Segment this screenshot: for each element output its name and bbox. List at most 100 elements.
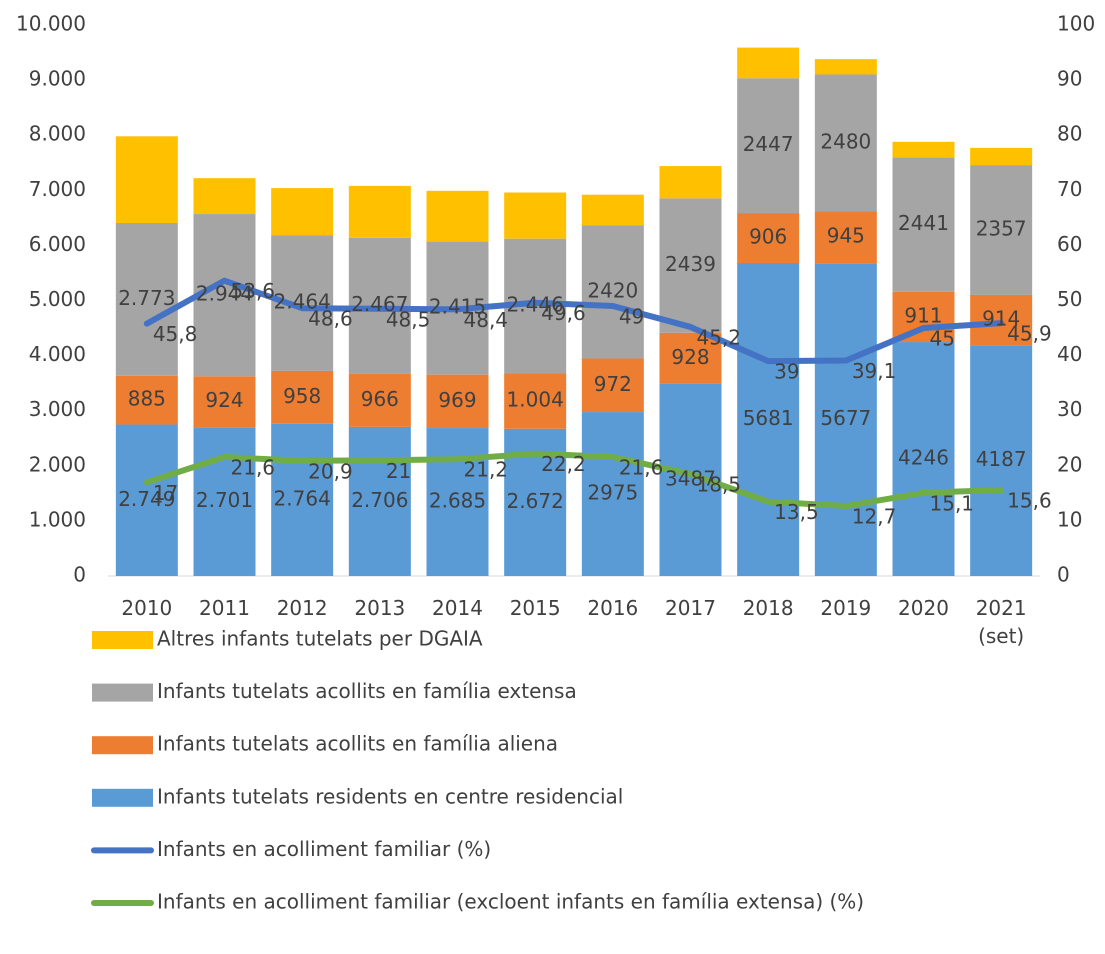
y-tick-label: 4.000 xyxy=(29,342,86,366)
x-tick-label: 2019 xyxy=(820,596,872,620)
bar-segment xyxy=(814,211,877,264)
bar-segment xyxy=(426,374,489,429)
bar-segment xyxy=(814,263,877,576)
bar-segment xyxy=(348,185,411,238)
bar-value-label: 2.685 xyxy=(429,489,486,513)
line-value-label: 17 xyxy=(153,481,178,505)
bar-value-label: 2.773 xyxy=(118,286,175,310)
bar-value-label: 2420 xyxy=(587,278,638,302)
x-tick-label: 2016 xyxy=(587,596,639,620)
y-tick-label: 8.000 xyxy=(29,122,86,146)
bar-value-label: 928 xyxy=(671,345,709,369)
bar-segment xyxy=(348,373,411,427)
legend-label: Infants tutelats residents en centre res… xyxy=(157,784,623,808)
bar-value-label: 4187 xyxy=(976,447,1027,471)
bar-segment xyxy=(737,47,800,79)
x-tick-label: 2012 xyxy=(276,596,328,620)
bar-segment xyxy=(115,222,178,376)
legend-swatch xyxy=(92,788,153,807)
bar-segment xyxy=(814,74,877,212)
y2-tick-label: 50 xyxy=(1057,287,1082,311)
bar-segment xyxy=(193,376,256,428)
y-tick-label: 7.000 xyxy=(29,177,86,201)
x-tick-label: 2010 xyxy=(121,596,173,620)
bar-segment xyxy=(659,166,722,199)
bar-value-label: 885 xyxy=(128,387,166,411)
bar-value-label: 2357 xyxy=(976,216,1027,240)
x-tick-label: 2011 xyxy=(199,596,250,620)
bar-value-label: 1.004 xyxy=(507,388,564,412)
legend-label: Infants en acolliment familiar (excloent… xyxy=(157,890,864,914)
bar-segment xyxy=(426,428,489,576)
bar-segment xyxy=(193,427,256,576)
y-tick-label: 2.000 xyxy=(29,452,86,476)
line-value-label: 48,6 xyxy=(308,307,353,331)
x-tick-label: 2014 xyxy=(432,596,483,620)
x-tick-label: 2021 (set) xyxy=(975,596,1027,648)
line-value-label: 18,5 xyxy=(697,473,742,497)
bar-value-label: 2.706 xyxy=(351,488,408,512)
line-value-label: 21,2 xyxy=(464,458,509,482)
bar-segment xyxy=(737,262,800,576)
bar-segment xyxy=(892,141,955,158)
legend-swatch xyxy=(92,683,153,702)
bar-value-label: 5677 xyxy=(820,406,871,430)
y-tick-label: 6.000 xyxy=(29,232,86,256)
legend-label: Infants en acolliment familiar (%) xyxy=(157,837,491,861)
y2-tick-label: 30 xyxy=(1057,397,1082,421)
line-value-label: 15,1 xyxy=(930,491,975,515)
bar-segment xyxy=(115,424,178,576)
y2-tick-label: 90 xyxy=(1057,67,1082,91)
line-value-label: 21,6 xyxy=(619,455,664,479)
bar-segment xyxy=(970,345,1033,576)
bar-value-label: 2.764 xyxy=(274,486,331,510)
bar-segment xyxy=(581,194,644,226)
line-value-label: 53,6 xyxy=(231,279,276,303)
line-value-label: 12,7 xyxy=(852,505,897,529)
x-tick-label: 2015 xyxy=(509,596,561,620)
bar-value-label: 2.672 xyxy=(507,489,564,513)
bar-value-label: 2.464 xyxy=(274,290,331,314)
y2-tick-label: 10 xyxy=(1057,507,1082,531)
y2-tick-label: 60 xyxy=(1057,232,1082,256)
line-value-label: 15,6 xyxy=(1007,489,1052,513)
bar-segment xyxy=(581,412,644,576)
bar-value-label: 966 xyxy=(361,387,399,411)
bar-value-label: 4246 xyxy=(898,446,949,470)
y2-tick-label: 0 xyxy=(1057,563,1070,587)
line-value-label: 48,5 xyxy=(386,307,431,331)
bar-value-label: 2.415 xyxy=(429,295,486,319)
bar-segment xyxy=(659,198,722,333)
bar-value-label: 2447 xyxy=(743,132,794,156)
bar-segment xyxy=(737,78,800,214)
line-value-label: 39,1 xyxy=(852,359,897,383)
line-value-label: 48,4 xyxy=(464,308,509,332)
bar-value-label: 2975 xyxy=(587,481,638,505)
bar-segment xyxy=(426,190,489,242)
y2-tick-label: 100 xyxy=(1057,12,1095,36)
bar-value-label: 945 xyxy=(827,224,865,248)
bar-segment xyxy=(504,373,567,429)
legend-swatch xyxy=(92,736,153,755)
y-tick-label: 3.000 xyxy=(29,397,86,421)
bar-segment xyxy=(271,188,334,236)
bar-value-label: 2439 xyxy=(665,252,716,276)
legend-label: Altres infants tutelats per DGAIA xyxy=(157,627,483,651)
y-tick-label: 5.000 xyxy=(29,287,86,311)
y2-tick-label: 40 xyxy=(1057,342,1082,366)
bar-value-label: 906 xyxy=(749,225,787,249)
bar-segment xyxy=(504,192,567,239)
line-value-label: 49 xyxy=(619,305,644,329)
bar-segment xyxy=(115,375,178,425)
line-value-label: 45,2 xyxy=(697,325,742,349)
line-value-label: 20,9 xyxy=(308,459,353,483)
bar-value-label: 972 xyxy=(594,372,632,396)
x-tick-label: 2018 xyxy=(742,596,794,620)
y-tick-label: 10.000 xyxy=(16,12,86,36)
legend-swatch xyxy=(92,631,153,649)
y2-tick-label: 20 xyxy=(1057,452,1082,476)
bar-segment xyxy=(892,157,955,292)
bar-segment xyxy=(970,147,1033,166)
